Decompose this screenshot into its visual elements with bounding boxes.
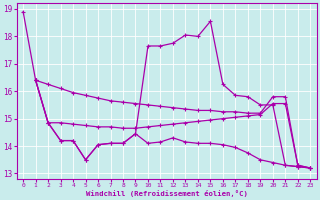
X-axis label: Windchill (Refroidissement éolien,°C): Windchill (Refroidissement éolien,°C): [86, 190, 248, 197]
